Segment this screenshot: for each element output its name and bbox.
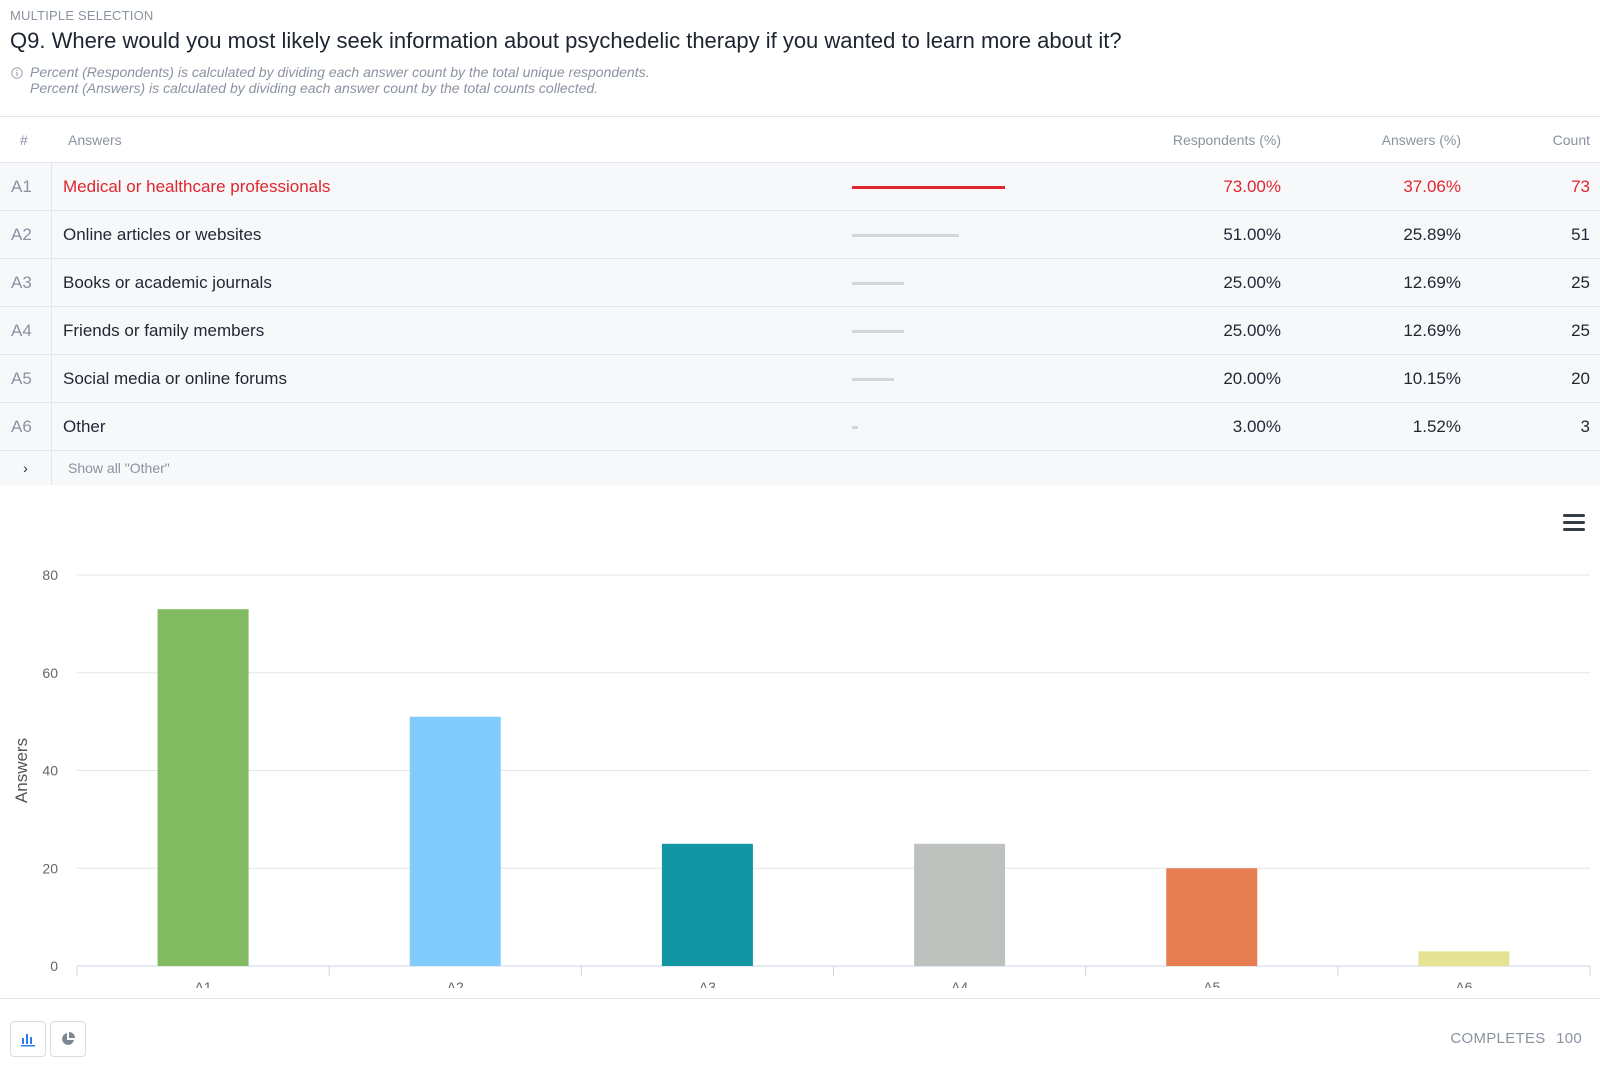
row-label: Medical or healthcare professionals: [63, 177, 331, 196]
row-mini-bar: [852, 426, 858, 429]
col-respondents[interactable]: Respondents (%): [1172, 132, 1281, 148]
row-label: Social media or online forums: [63, 369, 287, 388]
footer-divider: [0, 998, 1600, 999]
row-number: A5: [0, 355, 52, 402]
row-respondents: 73.00%: [1223, 177, 1281, 196]
row-mini-bar: [852, 234, 959, 237]
row-respondents: 3.00%: [1232, 417, 1281, 436]
show-other-link[interactable]: Show all "Other": [68, 460, 170, 476]
table-row[interactable]: A1 Medical or healthcare professionals 73.…: [0, 163, 1600, 211]
bar-chart: 0 20 40 60 80 Answers A1 A2 A3 A4 A5 A6: [12, 567, 1591, 988]
row-number: A6: [0, 403, 52, 450]
row-label: Other: [63, 417, 106, 436]
x-tick-label: A4: [951, 979, 968, 988]
completes-value: 100: [1556, 1030, 1582, 1047]
col-num: #: [20, 132, 28, 148]
col-answers-pct[interactable]: Answers (%): [1381, 132, 1461, 148]
row-answers-pct: 12.69%: [1403, 273, 1461, 292]
row-count: 20: [1571, 369, 1590, 388]
table-row[interactable]: A6 Other 3.00% 1.52% 3: [0, 403, 1600, 451]
completes-count: COMPLETES 100: [1450, 1030, 1582, 1047]
row-answers-pct: 12.69%: [1403, 321, 1461, 340]
chart-menu-icon[interactable]: [1563, 514, 1585, 532]
x-tick-label: A6: [1455, 979, 1472, 988]
row-number: A3: [0, 259, 52, 306]
question-title: Q9. Where would you most likely seek inf…: [10, 28, 1122, 53]
bar-A1: [157, 609, 249, 966]
bar-A5: [1166, 868, 1258, 966]
question-type: MULTIPLE SELECTION: [10, 8, 154, 23]
row-respondents: 51.00%: [1223, 225, 1281, 244]
bar-chart-toggle[interactable]: [10, 1021, 46, 1057]
col-count[interactable]: Count: [1552, 132, 1590, 148]
table-row[interactable]: A5 Social media or online forums 20.00% 10.…: [0, 355, 1600, 403]
row-mini-bar: [852, 282, 904, 285]
x-tick-label: A2: [447, 979, 464, 988]
results-table: # Answers Respondents (%) Answers (%) Co…: [0, 116, 1600, 485]
row-label: Online articles or websites: [63, 225, 262, 244]
row-count: 73: [1571, 177, 1590, 196]
table-header: # Answers Respondents (%) Answers (%) Co…: [0, 116, 1600, 163]
pie-chart-icon: [62, 1032, 75, 1045]
pie-chart-toggle[interactable]: [50, 1021, 86, 1057]
col-answers[interactable]: Answers: [68, 132, 122, 148]
y-tick-label: 60: [42, 665, 58, 681]
completes-label: COMPLETES: [1450, 1030, 1546, 1047]
note-answers: Percent (Answers) is calculated by divid…: [30, 80, 599, 96]
x-tick-label: A3: [699, 979, 716, 988]
y-tick-label: 40: [42, 763, 58, 779]
row-label: Friends or family members: [63, 321, 265, 340]
row-respondents: 20.00%: [1223, 369, 1281, 388]
row-number: A2: [0, 211, 52, 258]
bar-A4: [914, 843, 1006, 966]
bar-A2: [409, 716, 501, 966]
note-respondents: Percent (Respondents) is calculated by d…: [30, 64, 650, 80]
row-answers-pct: 37.06%: [1403, 177, 1461, 196]
x-tick-label: A1: [195, 979, 212, 988]
info-icon: [11, 67, 23, 79]
x-tick-label: A5: [1203, 979, 1220, 988]
show-other-row[interactable]: › Show all "Other": [0, 451, 1600, 485]
row-respondents: 25.00%: [1223, 321, 1281, 340]
row-answers-pct: 25.89%: [1403, 225, 1461, 244]
row-number: A4: [0, 307, 52, 354]
table-row[interactable]: A4 Friends or family members 25.00% 12.69% 2…: [0, 307, 1600, 355]
chevron-right-icon[interactable]: ›: [0, 451, 52, 485]
bar-chart-icon: [21, 1034, 35, 1047]
y-tick-label: 80: [42, 567, 58, 583]
table-body: A1 Medical or healthcare professionals 73.…: [0, 163, 1600, 451]
row-count: 25: [1571, 273, 1590, 292]
row-mini-bar: [852, 186, 1005, 189]
y-tick-label: 0: [50, 958, 58, 974]
row-number: A1: [0, 163, 52, 210]
table-row[interactable]: A3 Books or academic journals 25.00% 12.69%…: [0, 259, 1600, 307]
row-mini-bar: [852, 330, 904, 333]
row-answers-pct: 1.52%: [1412, 417, 1461, 436]
row-answers-pct: 10.15%: [1403, 369, 1461, 388]
table-row[interactable]: A2 Online articles or websites 51.00% 25.89…: [0, 211, 1600, 259]
row-count: 3: [1580, 417, 1590, 436]
y-tick-label: 20: [42, 860, 58, 876]
row-mini-bar: [852, 378, 894, 381]
row-respondents: 25.00%: [1223, 273, 1281, 292]
bar-A3: [661, 843, 753, 966]
row-count: 25: [1571, 321, 1590, 340]
row-count: 51: [1571, 225, 1590, 244]
row-label: Books or academic journals: [63, 273, 272, 292]
bar-A6: [1418, 951, 1510, 966]
y-axis-label: Answers: [12, 738, 31, 803]
